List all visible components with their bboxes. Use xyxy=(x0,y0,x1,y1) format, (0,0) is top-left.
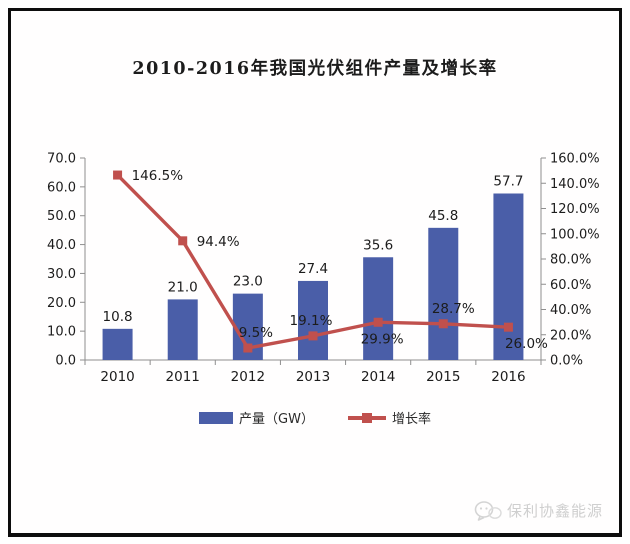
bar-label-2013: 27.4 xyxy=(298,261,328,277)
image-frame: 2010-2016年我国光伏组件产量及增长率 0.0 10.0 20.0 30.0 40… xyxy=(8,8,622,537)
growth-marker-2013 xyxy=(308,331,318,341)
chart-title: 2010-2016年我国光伏组件产量及增长率 xyxy=(132,59,498,79)
bar-series: 10.8 21.0 23.0 27.4 35.6 45.8 57.7 xyxy=(102,173,524,360)
production-growth-chart: 0.0 10.0 20.0 30.0 40.0 50.0 60.0 70.0 0.0% 20.0%… xyxy=(47,152,600,386)
left-tick-label: 20.0 xyxy=(47,296,76,311)
growth-marker-2010 xyxy=(113,170,123,180)
growth-label-2015: 28.7% xyxy=(432,301,475,317)
bar-2014 xyxy=(363,257,394,360)
growth-label-2013: 19.1% xyxy=(290,313,333,329)
left-tick-label: 60.0 xyxy=(47,180,76,195)
growth-marker-2011 xyxy=(178,236,188,246)
x-category-label: 2010 xyxy=(100,369,134,385)
wechat-logo-icon xyxy=(474,500,502,521)
x-axis: 2010 2011 2012 2013 2014 2015 2016 xyxy=(84,360,542,385)
bar-label-2015: 45.8 xyxy=(428,208,458,224)
growth-marker-2015 xyxy=(438,319,448,329)
x-category-label: 2016 xyxy=(491,369,525,385)
growth-label-2012: 9.5% xyxy=(239,325,273,341)
bar-label-2016: 57.7 xyxy=(493,173,523,189)
watermark-text: 保利协鑫能源 xyxy=(506,502,603,520)
chart-area: 0.0 10.0 20.0 30.0 40.0 50.0 60.0 70.0 0.0% 20.0%… xyxy=(11,146,619,398)
right-tick-label: 20.0% xyxy=(550,328,591,343)
bar-2011 xyxy=(167,299,198,360)
bar-label-2012: 23.0 xyxy=(233,274,263,290)
right-tick-label: 100.0% xyxy=(550,227,600,242)
growth-marker-2014 xyxy=(373,317,383,327)
growth-label-2010: 146.5% xyxy=(132,168,184,184)
left-tick-label: 70.0 xyxy=(47,152,76,167)
left-tick-label: 10.0 xyxy=(47,325,76,340)
x-category-label: 2014 xyxy=(361,369,395,385)
left-tick-label: 40.0 xyxy=(47,238,76,253)
bar-2016 xyxy=(493,193,524,360)
line-series-swatch xyxy=(347,412,386,424)
right-tick-label: 140.0% xyxy=(550,177,600,192)
right-tick-label: 160.0% xyxy=(550,152,600,167)
x-category-label: 2015 xyxy=(426,369,460,385)
right-tick-label: 80.0% xyxy=(550,253,591,268)
left-tick-label: 30.0 xyxy=(47,267,76,282)
right-tick-label: 40.0% xyxy=(550,303,591,318)
left-tick-label: 50.0 xyxy=(47,209,76,224)
bar-label-2010: 10.8 xyxy=(103,309,133,325)
right-tick-label: 60.0% xyxy=(550,278,591,293)
growth-label-2016: 26.0% xyxy=(505,336,548,352)
bar-2015 xyxy=(428,227,459,360)
growth-label-2014: 29.9% xyxy=(361,331,404,347)
chart-legend: 产量（GW） 增长率 xyxy=(11,408,619,427)
right-tick-label: 0.0% xyxy=(550,354,583,369)
bar-label-2011: 21.0 xyxy=(168,279,198,295)
right-tick-label: 120.0% xyxy=(550,202,600,217)
legend-label-production: 产量（GW） xyxy=(239,412,314,427)
legend-label-growth: 增长率 xyxy=(391,412,431,427)
x-category-label: 2011 xyxy=(166,369,200,385)
line-series: 146.5% 94.4% 9.5% 19.1% 29.9% 28.7% 26.0% xyxy=(113,168,548,353)
growth-marker-2012 xyxy=(243,343,253,353)
growth-label-2011: 94.4% xyxy=(197,234,240,250)
bar-2013 xyxy=(298,280,328,360)
legend-item-growth: 增长率 xyxy=(347,408,431,427)
right-axis: 0.0% 20.0% 40.0% 60.0% 80.0% 100.0% 120.0% 140.… xyxy=(541,152,600,369)
bar-series-swatch xyxy=(199,411,234,424)
watermark: 保利协鑫能源 xyxy=(474,500,603,521)
legend-item-production: 产量（GW） xyxy=(199,408,314,427)
growth-marker-2016 xyxy=(503,322,513,332)
bar-label-2014: 35.6 xyxy=(363,237,393,253)
left-axis: 0.0 10.0 20.0 30.0 40.0 50.0 60.0 70.0 xyxy=(47,152,85,369)
x-category-label: 2013 xyxy=(296,369,330,385)
left-tick-label: 0.0 xyxy=(55,354,76,369)
bar-2010 xyxy=(102,328,133,360)
x-category-label: 2012 xyxy=(231,369,265,385)
